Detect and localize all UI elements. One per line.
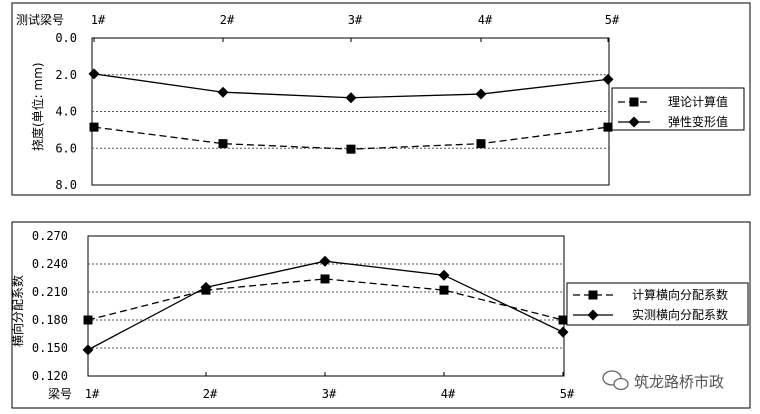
chart2-x-tick-label: 3# [322,387,337,401]
chart1-x-tick-label: 1# [91,13,106,27]
chart2-series-1-point [83,315,93,325]
chart2-y-axis-title: 横向分配系数 [10,275,25,347]
chart1-y-axis-title: 挠度(单位: mm) [30,62,45,151]
chart1-legend-marker-1 [629,97,639,107]
chart2-legend-marker-2 [587,309,599,321]
chart2-x-axis-title: 梁号 [48,386,72,401]
watermark-text: 筑龙路桥市政 [634,373,724,391]
chart1-x-tick-label: 5# [605,13,620,27]
chart2-series-2-point [438,269,450,281]
chart2-series-2-point [557,326,569,338]
chart2-series-1-line [87,278,564,321]
chart2-legend [566,282,749,326]
chart2-series-1-point [320,274,330,284]
chart1-series-1-point [89,122,99,132]
chart1-x-tick-label: 4# [478,13,493,27]
chart2-legend-label-2: 实测横向分配系数 [632,307,728,322]
chart1-series-2-point [217,86,229,98]
chart1-legend-label-2: 弹性变形值 [668,114,728,129]
chart1-series-2-point [475,88,487,100]
chart1-series-1-point [346,144,356,154]
chart1-y-tick-label: 2.0 [55,68,77,82]
chart2-y-tick-label: 0.180 [32,313,68,327]
chart1-y-tick-label: 4.0 [55,105,77,119]
chart2-series-2-point [319,255,331,267]
chart1-y-tick-label: 8.0 [55,178,77,192]
chart1-y-tick-label: 6.0 [55,141,77,155]
wechat-icon [602,370,629,391]
chart2-y-tick-label: 0.120 [32,369,68,383]
chart1-series-2-point [345,92,357,104]
chart2-y-tick-label: 0.150 [32,341,68,355]
watermark: 筑龙路桥市政 [602,370,724,391]
chart1-series-1-point [218,139,228,149]
chart1-y-tick-label: 0.0 [55,31,77,45]
chart1-series-2-point [602,73,614,85]
chart2-plot-area [87,235,565,377]
chart2-y-tick-label: 0.270 [32,229,68,243]
chart2-series-1-point [439,285,449,295]
chart2-x-tick-label: 4# [441,387,456,401]
chart1-legend-label-1: 理论计算值 [668,94,728,109]
chart2-legend-marker-1 [588,290,598,300]
chart1-legend-marker-2 [628,116,640,128]
chart2-series-2-point [82,344,94,356]
chart2-series-1-point [558,315,568,325]
chart2-series-2-point [200,281,212,293]
chart1-x-tick-label: 2# [220,13,235,27]
chart1-series-2-point [88,68,100,80]
chart1-series-1-point [476,139,486,149]
chart1-series-1-point [603,122,613,132]
chart2-y-tick-label: 0.240 [32,257,68,271]
chart2-x-tick-label: 2# [203,387,218,401]
chart2-legend-label-1: 计算横向分配系数 [632,287,728,302]
chart2-y-tick-label: 0.210 [32,285,68,299]
chart2-x-tick-label: 1# [85,387,100,401]
chart1-x-axis-title: 测试梁号 [16,12,64,27]
chart2-x-tick-label: 5# [560,387,575,401]
chart1-x-tick-label: 3# [348,13,363,27]
